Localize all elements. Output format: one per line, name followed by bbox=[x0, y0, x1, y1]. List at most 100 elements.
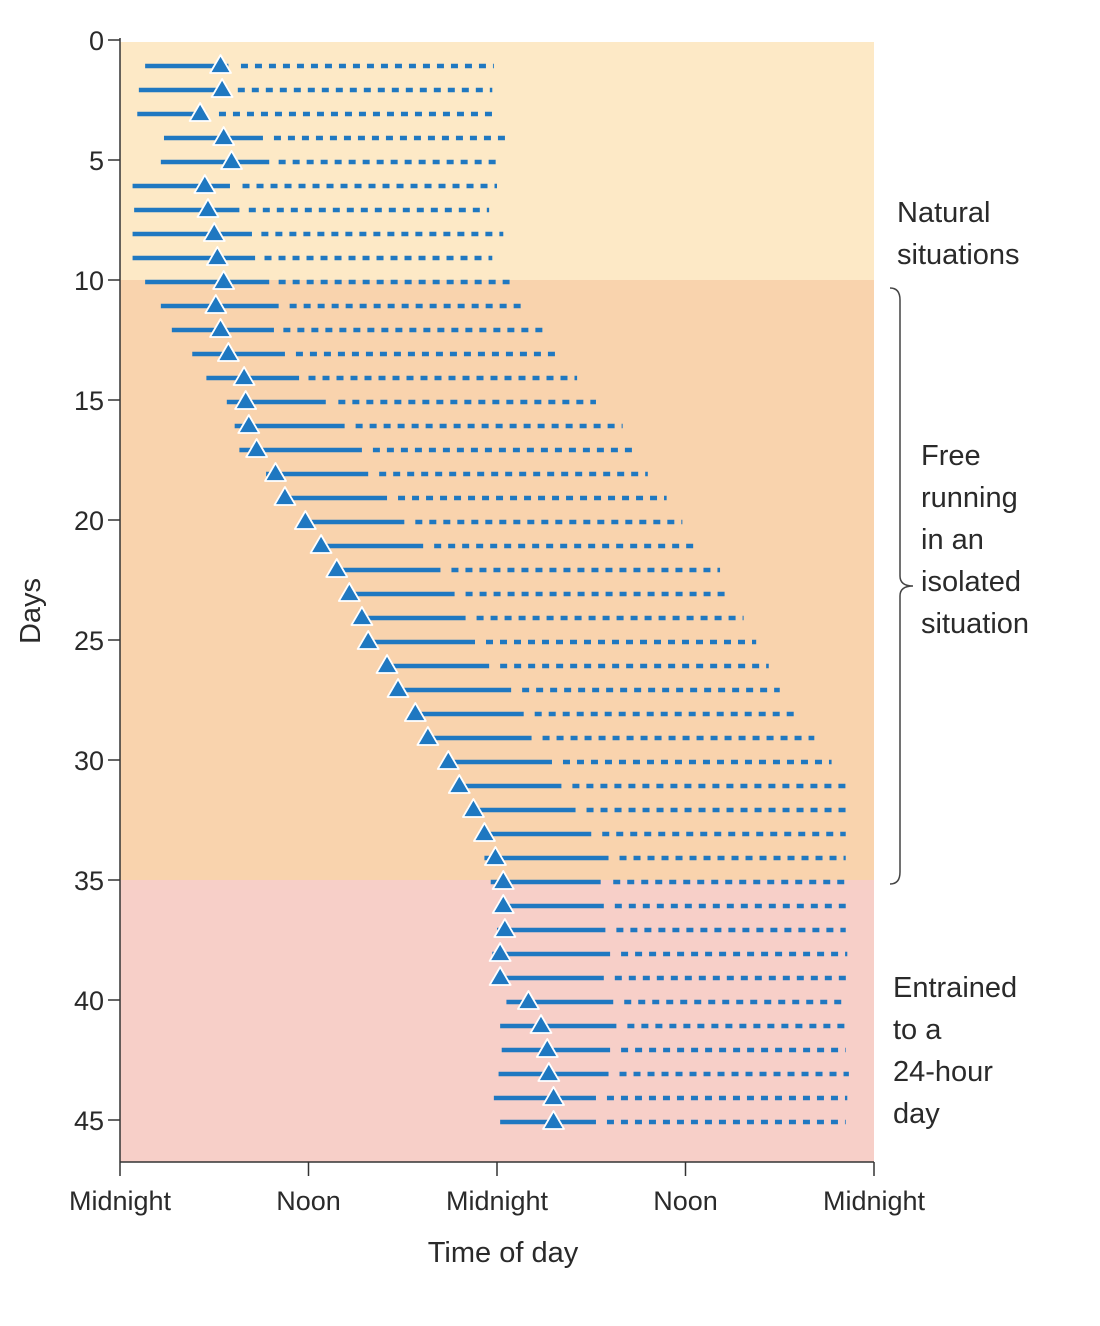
day-row bbox=[436, 750, 832, 770]
day-row bbox=[134, 198, 490, 218]
day-row bbox=[137, 102, 493, 122]
x-tick-label: Noon bbox=[276, 1186, 341, 1216]
temperature-minimum-marker bbox=[216, 342, 240, 362]
y-tick-label: 20 bbox=[74, 506, 104, 536]
region-labels: Natural situations Free running in an isolate… bbox=[889, 197, 1029, 1130]
region-label-entrained: 24-hour bbox=[893, 1056, 993, 1088]
temperature-minimum-marker bbox=[325, 558, 349, 578]
temperature-minimum-marker bbox=[462, 798, 485, 818]
temperature-minimum-marker bbox=[473, 822, 496, 842]
temperature-minimum-marker bbox=[337, 582, 361, 602]
day-row bbox=[493, 918, 846, 938]
region-label-natural: situations bbox=[897, 239, 1020, 271]
day-row bbox=[375, 654, 769, 674]
temperature-minimum-marker bbox=[232, 366, 256, 386]
temperature-minimum-marker bbox=[212, 270, 236, 290]
temperature-minimum-marker bbox=[210, 78, 234, 98]
day-row bbox=[490, 870, 849, 890]
day-row bbox=[447, 774, 846, 794]
temperature-minimum-marker bbox=[350, 606, 374, 626]
day-row bbox=[506, 990, 848, 1010]
day-row bbox=[403, 702, 801, 722]
temperature-minimum-marker bbox=[488, 942, 512, 962]
temperature-minimum-marker bbox=[517, 990, 540, 1010]
temperature-minimum-marker bbox=[245, 438, 269, 458]
temperature-minimum-marker bbox=[205, 246, 229, 266]
temperature-minimum-marker bbox=[529, 1014, 553, 1034]
y-tick-label: 25 bbox=[74, 626, 104, 656]
x-tick-label: Midnight bbox=[446, 1186, 549, 1216]
day-row bbox=[488, 966, 849, 986]
x-tick-label: Midnight bbox=[69, 1186, 172, 1216]
day-row bbox=[350, 606, 744, 626]
day-row bbox=[293, 510, 683, 530]
day-row bbox=[491, 894, 846, 914]
x-axis-title: Time of day bbox=[428, 1237, 579, 1269]
day-row bbox=[145, 54, 494, 74]
day-row bbox=[192, 342, 560, 362]
temperature-minimum-marker bbox=[212, 126, 236, 146]
day-row bbox=[132, 246, 493, 266]
y-tick-label: 5 bbox=[89, 146, 104, 176]
temperature-minimum-marker bbox=[447, 774, 471, 794]
temperature-minimum-marker bbox=[488, 966, 512, 986]
day-row bbox=[488, 942, 848, 962]
region-label-free-running: running bbox=[921, 482, 1018, 514]
temperature-minimum-marker bbox=[273, 486, 297, 506]
day-row bbox=[132, 222, 504, 242]
day-row bbox=[484, 846, 846, 866]
x-tick-label: Midnight bbox=[823, 1186, 926, 1216]
day-row bbox=[386, 678, 780, 698]
y-tick-label: 30 bbox=[74, 746, 104, 776]
temperature-minimum-marker bbox=[537, 1062, 561, 1082]
day-row bbox=[234, 414, 623, 434]
day-row bbox=[226, 390, 596, 410]
temperature-minimum-marker bbox=[535, 1038, 559, 1058]
region-label-free-running: situation bbox=[921, 608, 1029, 640]
region-label-entrained: Entrained bbox=[893, 972, 1017, 1004]
y-tick-label: 15 bbox=[74, 386, 104, 416]
temperature-minimum-marker bbox=[188, 102, 212, 122]
temperature-minimum-marker bbox=[264, 462, 287, 482]
temperature-minimum-marker bbox=[220, 150, 243, 170]
region-label-natural: Natural bbox=[897, 197, 991, 229]
region-entrained-background bbox=[120, 880, 874, 1162]
temperature-minimum-marker bbox=[436, 750, 460, 770]
free-running-brace bbox=[889, 287, 914, 885]
x-tick-label: Noon bbox=[653, 1186, 718, 1216]
day-row bbox=[132, 174, 497, 194]
y-axis-title: Days bbox=[15, 578, 47, 644]
temperature-minimum-marker bbox=[234, 390, 258, 410]
temperature-minimum-marker bbox=[484, 846, 507, 866]
temperature-minimum-marker bbox=[309, 534, 333, 554]
temperature-minimum-marker bbox=[375, 654, 399, 674]
region-label-free-running: in an bbox=[921, 524, 984, 556]
temperature-minimum-marker bbox=[386, 678, 410, 698]
day-row bbox=[473, 822, 846, 842]
day-row bbox=[309, 534, 699, 554]
temperature-minimum-marker bbox=[293, 510, 317, 530]
day-row bbox=[138, 78, 493, 98]
temperature-minimum-marker bbox=[204, 294, 228, 314]
temperature-minimum-marker bbox=[237, 414, 261, 434]
temperature-minimum-marker bbox=[491, 870, 515, 890]
temperature-minimum-marker bbox=[542, 1086, 565, 1106]
day-row bbox=[206, 366, 578, 386]
day-row bbox=[493, 1086, 848, 1106]
temperature-minimum-marker bbox=[209, 318, 232, 338]
day-row bbox=[337, 582, 732, 602]
day-row bbox=[356, 630, 757, 650]
region-label-free-running: Free bbox=[921, 440, 981, 472]
activity-rows bbox=[132, 54, 849, 1130]
temperature-minimum-marker bbox=[493, 918, 517, 938]
day-row bbox=[145, 270, 510, 290]
temperature-minimum-marker bbox=[196, 198, 220, 218]
y-tick-label: 35 bbox=[74, 866, 104, 896]
y-tick-label: 10 bbox=[74, 266, 104, 296]
day-row bbox=[416, 726, 815, 746]
y-tick-label: 45 bbox=[74, 1106, 104, 1136]
day-row bbox=[160, 150, 497, 170]
day-row bbox=[171, 318, 548, 338]
y-tick-label: 0 bbox=[89, 26, 104, 56]
